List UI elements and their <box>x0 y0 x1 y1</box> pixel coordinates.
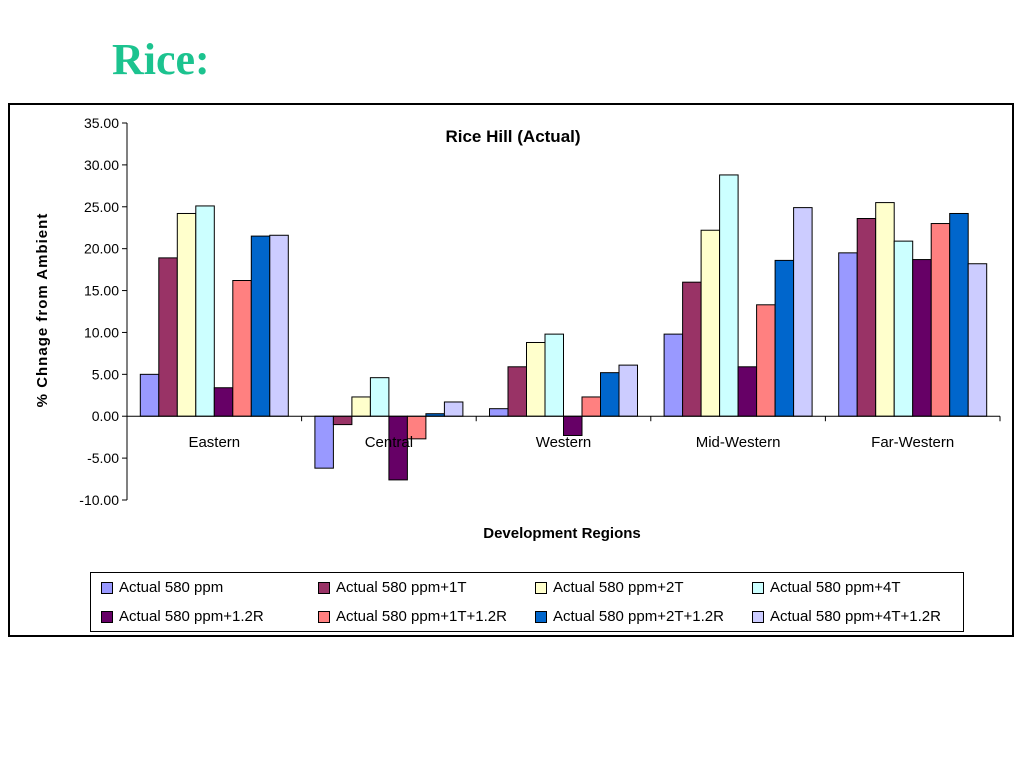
x-tick-label: Western <box>536 434 592 451</box>
bar <box>351 396 371 417</box>
bar <box>949 212 969 417</box>
x-tick-label: Far-Western <box>871 434 954 451</box>
bar <box>332 415 353 426</box>
legend-item: Actual 580 ppm <box>101 573 318 602</box>
legend-item: Actual 580 ppm+2T+1.2R <box>535 602 752 631</box>
legend-item: Actual 580 ppm+1.2R <box>101 602 318 631</box>
legend-swatch <box>101 581 113 594</box>
y-axis-title: % Chnage from Ambient <box>34 213 51 408</box>
bar <box>581 396 601 417</box>
bar <box>600 372 620 417</box>
x-tick-label: Eastern <box>188 434 240 451</box>
chart-title: Rice Hill (Actual) <box>445 127 580 146</box>
bar <box>443 401 464 417</box>
bar <box>875 202 895 417</box>
legend-item: Actual 580 ppm+4T+1.2R <box>752 602 973 631</box>
y-tick-label: 15.00 <box>84 283 119 299</box>
legend-label: Actual 580 ppm+1T <box>336 579 467 596</box>
bar <box>930 223 951 417</box>
y-tick-label: 30.00 <box>84 157 119 173</box>
y-tick-label: -5.00 <box>87 450 119 466</box>
legend-item: Actual 580 ppm+2T <box>535 573 752 602</box>
legend-swatch <box>535 610 547 623</box>
bar <box>719 174 739 417</box>
legend-item: Actual 580 ppm+1T <box>318 573 535 602</box>
bar <box>663 333 684 417</box>
bar <box>526 341 546 417</box>
bar <box>314 415 334 469</box>
bar <box>176 212 197 417</box>
bar-chart: Rice Hill (Actual) % Chnage from Ambient… <box>34 115 1001 542</box>
bar <box>139 373 160 417</box>
bar <box>893 240 914 417</box>
bar <box>158 257 178 417</box>
legend-swatch <box>752 610 764 623</box>
bar <box>856 218 877 417</box>
bar <box>563 415 583 436</box>
bar <box>912 259 932 417</box>
chart-frame: Rice Hill (Actual) % Chnage from Ambient… <box>8 103 1014 637</box>
legend-swatch <box>101 610 113 623</box>
bar <box>232 280 252 417</box>
chart-legend: Actual 580 ppm Actual 580 ppm+1T Actual … <box>90 572 964 632</box>
y-tick-label: 5.00 <box>92 366 119 382</box>
legend-label: Actual 580 ppm <box>119 579 224 596</box>
bar <box>967 263 988 417</box>
bar <box>250 235 271 417</box>
y-tick-label: 35.00 <box>84 115 119 131</box>
x-axis-title: Development Regions <box>483 525 641 542</box>
legend-item: Actual 580 ppm+4T <box>752 573 973 602</box>
bar <box>618 364 638 417</box>
legend-label: Actual 580 ppm+1.2R <box>119 608 264 625</box>
slide-title: Rice: <box>112 35 210 84</box>
y-tick-label: -10.00 <box>79 492 119 508</box>
bar <box>838 252 858 417</box>
bar <box>213 387 234 417</box>
y-tick-label: 0.00 <box>92 408 119 424</box>
y-tick-label: 25.00 <box>84 199 119 215</box>
x-tick-label: Central <box>365 434 413 451</box>
bar <box>544 333 564 417</box>
bar <box>737 366 758 417</box>
x-tick-label: Mid-Western <box>696 434 781 451</box>
bar <box>774 259 795 417</box>
legend-label: Actual 580 ppm+4T+1.2R <box>770 608 941 625</box>
legend-swatch <box>318 581 330 594</box>
bar <box>700 229 721 417</box>
bar <box>489 408 509 417</box>
y-tick-label: 10.00 <box>84 324 119 340</box>
legend-label: Actual 580 ppm+1T+1.2R <box>336 608 507 625</box>
bar <box>793 207 813 417</box>
legend-swatch <box>318 610 330 623</box>
legend-swatch <box>535 581 547 594</box>
y-tick-label: 20.00 <box>84 241 119 257</box>
legend-label: Actual 580 ppm+2T <box>553 579 684 596</box>
legend-swatch <box>752 581 764 594</box>
bar <box>269 234 289 417</box>
legend-item: Actual 580 ppm+1T+1.2R <box>318 602 535 631</box>
bar <box>682 281 702 417</box>
legend-label: Actual 580 ppm+4T <box>770 579 901 596</box>
bar <box>369 377 390 417</box>
legend-label: Actual 580 ppm+2T+1.2R <box>553 608 724 625</box>
bar <box>507 366 527 417</box>
bar <box>195 205 215 417</box>
bar <box>756 304 776 417</box>
